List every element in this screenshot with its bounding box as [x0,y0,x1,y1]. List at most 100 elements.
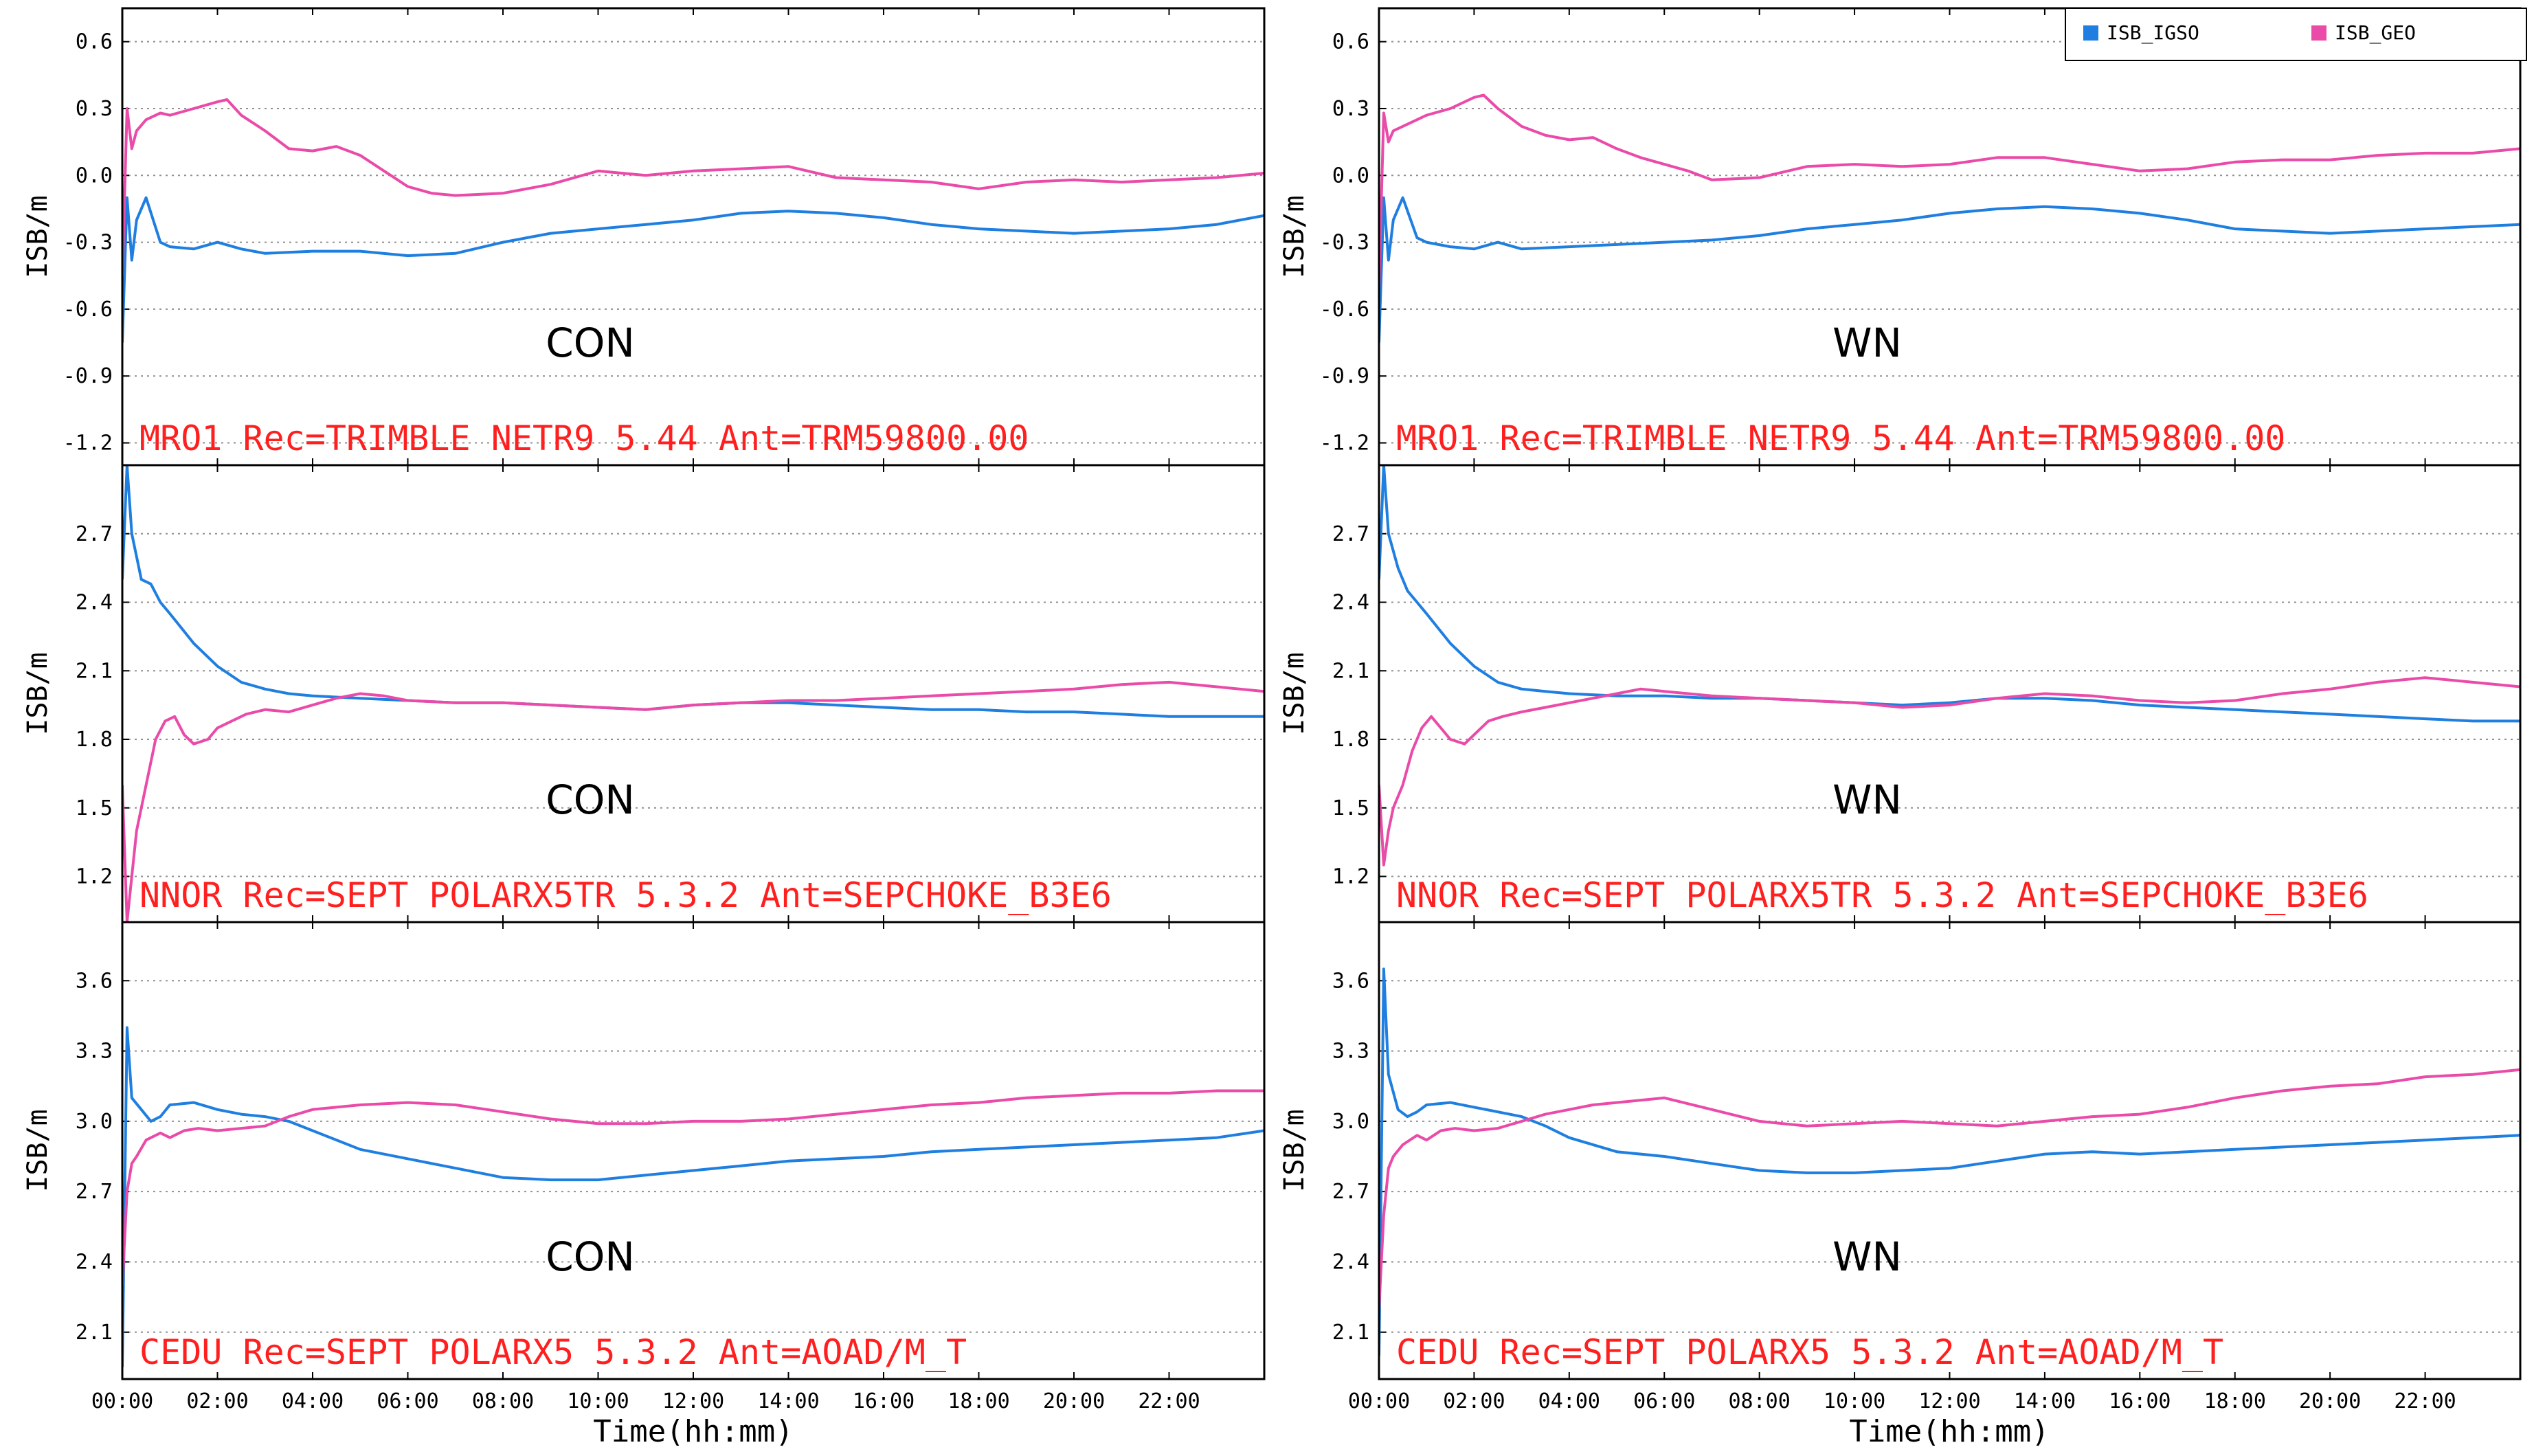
y-tick-label: -1.2 [63,432,113,456]
y-tick-label: -0.3 [1320,231,1369,255]
y-tick-label: 3.6 [76,969,113,993]
x-tick-label: 00:00 [1348,1389,1410,1413]
station-info-label: MRO1 Rec=TRIMBLE NETR9 5.44 Ant=TRM59800… [1396,418,2285,458]
series-line-isb-igso [1379,196,2520,343]
y-axis-label: ISB/m [1279,652,1310,735]
y-tick-label: -0.9 [63,364,113,388]
panel-top-right: 0.6 0.3 0.0 -0.3 -0.6 -0.9 -1.2 WN MRO1 Rec=TRIM… [1279,7,2522,467]
y-tick-label: 2.1 [1332,1321,1369,1345]
y-tick-label: -0.3 [63,231,113,255]
station-info-label: NNOR Rec=SEPT POLARX5TR 5.3.2 Ant=SEPCHO… [139,875,1112,915]
panel-middle-left: 2.7 2.4 2.1 1.8 1.5 1.2 CON NNOR Rec=SEPT POLAR… [22,464,1266,923]
y-tick-label: 2.1 [76,659,113,683]
y-tick-label: 0.6 [1332,30,1369,54]
y-tick-label: 0.0 [76,164,113,188]
x-tick-label: 18:00 [2204,1389,2266,1413]
x-tick-label: 12:00 [1918,1389,1980,1413]
station-info-label: CEDU Rec=SEPT POLARX5 5.3.2 Ant=AOAD/M_T [139,1332,967,1372]
y-tick-label: 3.0 [1332,1110,1369,1134]
legend-box [2065,8,2527,61]
x-tick-label: 20:00 [1043,1389,1105,1413]
y-tick-label: -0.9 [1320,364,1369,388]
y-tick-label: 0.0 [1332,164,1369,188]
x-tick-label: 08:00 [1729,1389,1791,1413]
x-tick-label: 16:00 [853,1389,915,1413]
method-label: CON [546,1233,635,1280]
y-axis-label: ISB/m [1279,1109,1310,1191]
series-line-isb-geo [122,1089,1264,1286]
y-axis-label: ISB/m [1279,195,1310,278]
panel-top-left: 0.6 0.3 0.0 -0.3 -0.6 -0.9 -1.2 CON MRO1 Rec=TRI… [22,7,1266,467]
legend-label-igso: ISB_IGSO [2107,21,2199,45]
y-tick-label: 3.6 [1332,969,1369,993]
y-tick-label: -0.6 [1320,298,1369,322]
y-axis-label: ISB/m [22,652,54,735]
x-tick-label: 04:00 [282,1389,344,1413]
plot-frame [121,921,1266,1380]
panel-bottom-right: 3.6 3.3 3.0 2.7 2.4 2.1 WN CEDU Rec=SEPT POLARX… [1279,921,2522,1413]
series-line-isb-igso [122,196,1264,343]
y-tick-label: 2.1 [76,1321,113,1345]
y-tick-label: 2.4 [76,591,113,615]
x-tick-label: 06:00 [377,1389,438,1413]
legend-swatch-igso [2083,25,2098,41]
y-tick-label: 0.3 [1332,97,1369,121]
panels: 0.6 0.3 0.0 -0.3 -0.6 -0.9 -1.2 CON MRO1 Rec=TRI… [22,7,2522,1413]
y-tick-label: 1.5 [1332,796,1369,820]
legend: ISB_IGSO ISB_GEO [2065,8,2527,61]
method-label: WN [1832,320,1902,366]
x-tick-label: 02:00 [186,1389,248,1413]
x-tick-label: 08:00 [472,1389,534,1413]
series-line-isb-geo [1379,676,2520,866]
y-tick-label: 0.6 [76,30,113,54]
y-axis-label: ISB/m [22,1109,54,1191]
x-tick-label: 20:00 [2299,1389,2361,1413]
x-tick-label: 22:00 [2394,1389,2456,1413]
plot-frame [1378,921,2522,1380]
y-tick-label: 2.4 [1332,1250,1369,1274]
x-tick-label: 10:00 [567,1389,629,1413]
y-tick-label: 2.7 [1332,522,1369,546]
station-info-label: CEDU Rec=SEPT POLARX5 5.3.2 Ant=AOAD/M_T [1396,1332,2223,1372]
x-tick-label: 06:00 [1633,1389,1695,1413]
series-line-isb-geo [122,680,1264,922]
y-tick-label: 2.7 [76,522,113,546]
y-tick-label: 2.7 [1332,1180,1369,1204]
x-axis-title-right: Time(hh:mm) [1849,1414,2049,1449]
y-tick-label: -1.2 [1320,432,1369,456]
x-tick-label: 04:00 [1538,1389,1600,1413]
series-line-isb-geo [1379,1068,2520,1309]
x-tick-label: 22:00 [1138,1389,1200,1413]
y-tick-label: 3.3 [1332,1040,1369,1064]
x-tick-label: 14:00 [757,1389,819,1413]
y-tick-label: 2.1 [1332,659,1369,683]
x-tick-label: 12:00 [662,1389,724,1413]
method-label: CON [546,320,635,366]
method-label: CON [546,776,635,823]
series-line-isb-igso [1379,967,2520,1356]
series-line-isb-igso [122,1026,1264,1367]
y-tick-label: 1.8 [1332,728,1369,752]
y-tick-label: -0.6 [63,298,113,322]
x-tick-label: 14:00 [2014,1389,2076,1413]
panel-middle-right: 2.7 2.4 2.1 1.8 1.5 1.2 WN NNOR Rec=SEPT POLARX… [1279,464,2522,923]
y-tick-label: 2.4 [76,1250,113,1274]
x-axis-title-left: Time(hh:mm) [593,1414,793,1449]
station-info-label: NNOR Rec=SEPT POLARX5TR 5.3.2 Ant=SEPCHO… [1396,875,2368,915]
y-axis-label: ISB/m [22,195,54,278]
y-tick-label: 2.7 [76,1180,113,1204]
y-tick-label: 2.4 [1332,591,1369,615]
x-tick-label: 00:00 [91,1389,153,1413]
station-info-label: MRO1 Rec=TRIMBLE NETR9 5.44 Ant=TRM59800… [139,418,1029,458]
method-label: WN [1832,1233,1902,1280]
x-tick-label: 10:00 [1824,1389,1885,1413]
legend-swatch-geo [2311,25,2326,41]
x-tick-label: 16:00 [2109,1389,2171,1413]
y-tick-label: 1.2 [76,865,113,889]
y-tick-label: 3.0 [76,1110,113,1134]
y-tick-label: 3.3 [76,1040,113,1064]
y-tick-label: 1.2 [1332,865,1369,889]
series-line-isb-geo [1379,93,2520,287]
